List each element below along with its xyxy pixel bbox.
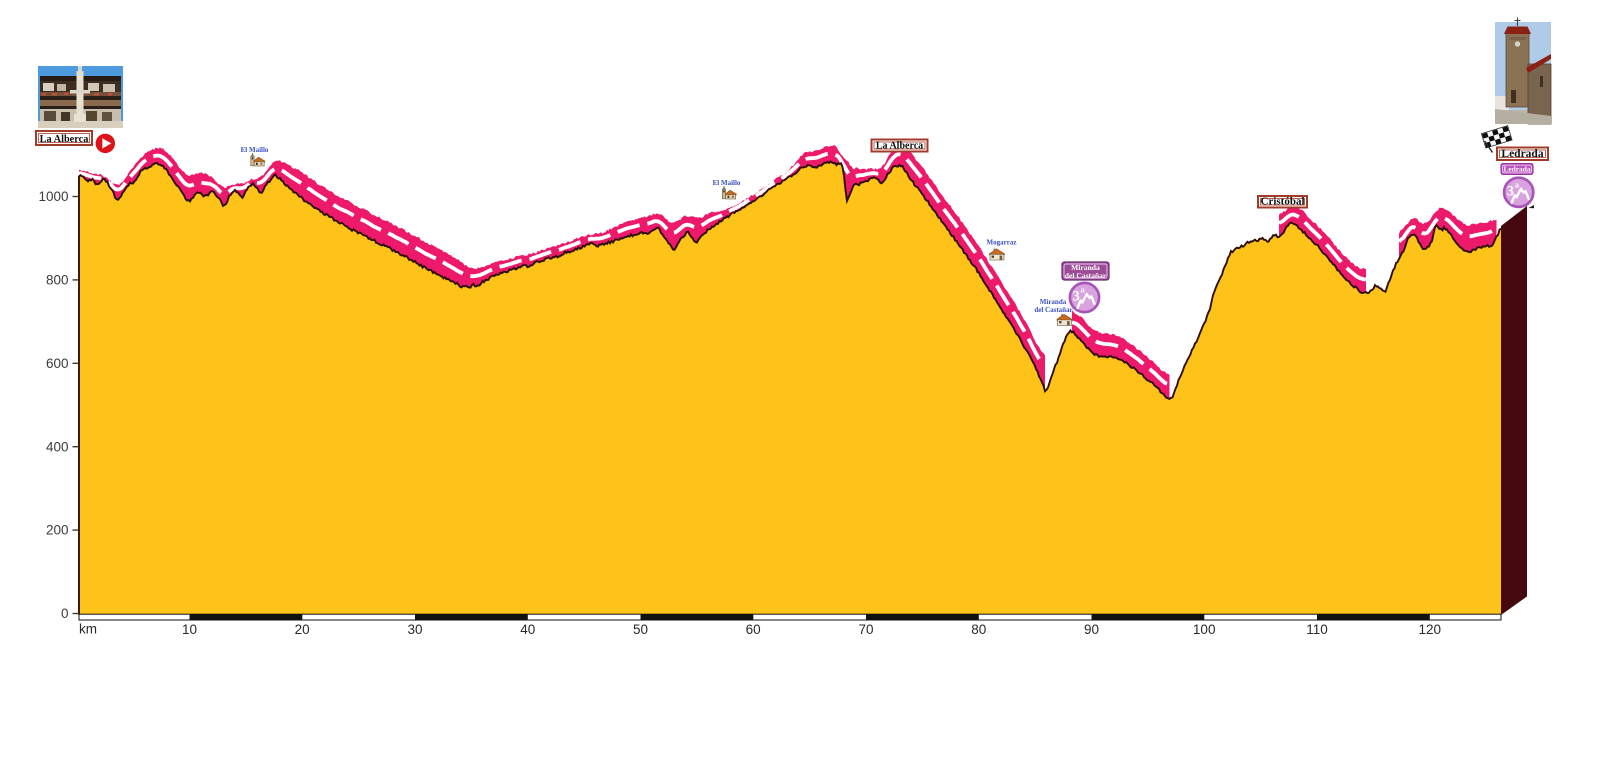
svg-text:3: 3	[1507, 183, 1514, 199]
svg-text:110: 110	[1306, 622, 1328, 637]
svg-text:30: 30	[407, 622, 422, 637]
svg-text:del Castañar: del Castañar	[1065, 271, 1107, 280]
svg-text:Ledrada: Ledrada	[1503, 165, 1530, 174]
svg-text:El Maillo: El Maillo	[241, 146, 269, 154]
svg-text:100: 100	[1193, 622, 1216, 637]
svg-text:1000: 1000	[38, 189, 68, 204]
svg-text:El Maillo: El Maillo	[713, 179, 741, 187]
svg-text:La Alberca: La Alberca	[876, 141, 923, 152]
svg-text:a: a	[1515, 179, 1520, 189]
svg-text:a: a	[1081, 285, 1086, 295]
svg-text:120: 120	[1419, 622, 1442, 637]
svg-text:Miranda: Miranda	[1040, 298, 1067, 306]
svg-text:800: 800	[46, 273, 69, 288]
svg-text:80: 80	[971, 622, 986, 637]
svg-text:0: 0	[61, 606, 69, 621]
svg-text:Ledrada: Ledrada	[1501, 148, 1543, 160]
svg-text:Cristóbal: Cristóbal	[1261, 196, 1305, 208]
svg-text:del Castañar: del Castañar	[1034, 306, 1072, 314]
svg-text:3: 3	[1073, 289, 1080, 305]
svg-text:Miranda: Miranda	[1071, 263, 1100, 272]
svg-text:200: 200	[46, 523, 69, 538]
svg-text:600: 600	[46, 356, 69, 371]
svg-text:Mogarraz: Mogarraz	[987, 238, 1017, 246]
svg-text:La Alberca: La Alberca	[40, 134, 89, 145]
svg-text:20: 20	[295, 622, 310, 637]
svg-text:10: 10	[182, 622, 197, 637]
svg-text:km: km	[79, 622, 97, 637]
svg-text:400: 400	[46, 439, 69, 454]
svg-text:60: 60	[746, 622, 761, 637]
svg-text:40: 40	[520, 622, 535, 637]
svg-text:50: 50	[633, 622, 648, 637]
svg-text:70: 70	[858, 622, 873, 637]
svg-text:90: 90	[1084, 622, 1099, 637]
